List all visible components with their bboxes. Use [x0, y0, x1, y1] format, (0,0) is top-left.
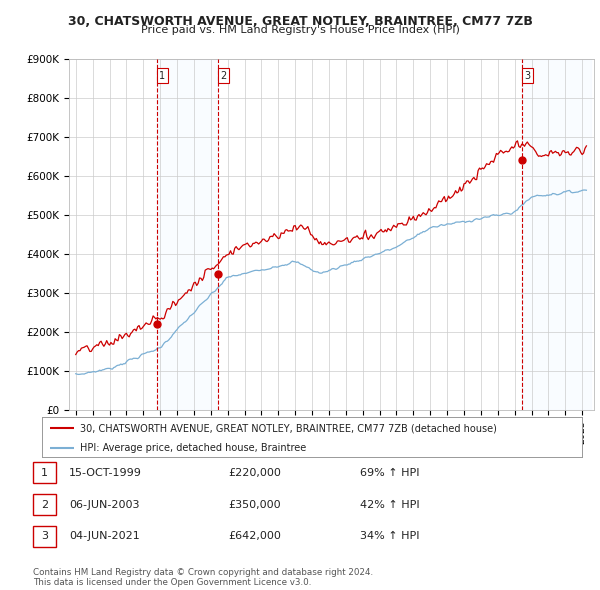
Text: 06-JUN-2003: 06-JUN-2003: [69, 500, 139, 510]
Text: 2: 2: [221, 71, 227, 81]
Text: 15-OCT-1999: 15-OCT-1999: [69, 468, 142, 478]
Text: £220,000: £220,000: [228, 468, 281, 478]
Bar: [157, 59, 218, 410]
Text: £350,000: £350,000: [228, 500, 281, 510]
Text: 69% ↑ HPI: 69% ↑ HPI: [360, 468, 419, 478]
Text: Contains HM Land Registry data © Crown copyright and database right 2024.
This d: Contains HM Land Registry data © Crown c…: [33, 568, 373, 587]
Text: £642,000: £642,000: [228, 532, 281, 542]
Text: 42% ↑ HPI: 42% ↑ HPI: [360, 500, 419, 510]
Text: 3: 3: [41, 532, 48, 542]
Text: 30, CHATSWORTH AVENUE, GREAT NOTLEY, BRAINTREE, CM77 7ZB: 30, CHATSWORTH AVENUE, GREAT NOTLEY, BRA…: [68, 15, 532, 28]
Text: 34% ↑ HPI: 34% ↑ HPI: [360, 532, 419, 542]
Text: 2: 2: [41, 500, 48, 510]
Text: 30, CHATSWORTH AVENUE, GREAT NOTLEY, BRAINTREE, CM77 7ZB (detached house): 30, CHATSWORTH AVENUE, GREAT NOTLEY, BRA…: [80, 424, 497, 434]
Text: 3: 3: [524, 71, 530, 81]
Text: HPI: Average price, detached house, Braintree: HPI: Average price, detached house, Brai…: [80, 444, 306, 454]
Text: 04-JUN-2021: 04-JUN-2021: [69, 532, 140, 542]
Bar: [522, 59, 590, 410]
Text: Price paid vs. HM Land Registry's House Price Index (HPI): Price paid vs. HM Land Registry's House …: [140, 25, 460, 35]
Text: 1: 1: [41, 468, 48, 478]
Text: 1: 1: [159, 71, 165, 81]
